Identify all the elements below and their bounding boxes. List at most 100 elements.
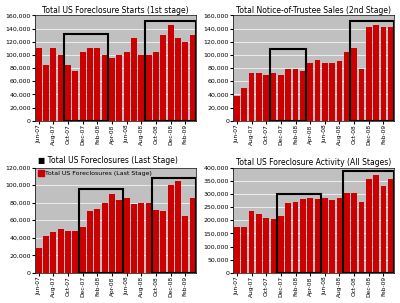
Bar xyxy=(72,71,78,121)
Bar xyxy=(277,194,321,273)
Bar xyxy=(94,209,100,273)
Text: ■ Total US Foreclosures (Last Stage): ■ Total US Foreclosures (Last Stage) xyxy=(38,156,178,165)
Bar xyxy=(249,73,254,121)
Bar xyxy=(80,52,86,121)
Bar xyxy=(380,186,386,273)
Bar xyxy=(175,38,181,121)
Bar xyxy=(263,218,269,273)
Bar xyxy=(241,227,247,273)
Bar xyxy=(366,179,372,273)
Legend: Total US Foreclosures (Last Stage): Total US Foreclosures (Last Stage) xyxy=(38,171,152,176)
Bar xyxy=(36,248,42,273)
Bar xyxy=(307,198,313,273)
Bar xyxy=(50,48,56,121)
Bar xyxy=(43,65,49,121)
Bar xyxy=(65,231,71,273)
Bar xyxy=(256,73,262,121)
Bar xyxy=(351,48,357,121)
Bar xyxy=(175,181,181,273)
Bar xyxy=(278,75,284,121)
Bar xyxy=(131,205,137,273)
Bar xyxy=(190,35,196,121)
Bar xyxy=(58,55,64,121)
Bar xyxy=(373,25,379,121)
Bar xyxy=(380,27,386,121)
Bar xyxy=(351,192,357,273)
Bar xyxy=(329,200,335,273)
Bar xyxy=(344,192,350,273)
Bar xyxy=(314,60,320,121)
Title: Total Notice-of-Trustee Sales (2nd Stage): Total Notice-of-Trustee Sales (2nd Stage… xyxy=(236,5,391,15)
Bar xyxy=(292,69,298,121)
Bar xyxy=(300,199,306,273)
Bar xyxy=(285,203,291,273)
Bar xyxy=(153,52,159,121)
Bar xyxy=(146,203,152,273)
Bar xyxy=(300,71,306,121)
Bar xyxy=(145,21,196,121)
Bar xyxy=(72,231,78,273)
Title: Total US Foreclosure Starts (1st stage): Total US Foreclosure Starts (1st stage) xyxy=(42,5,189,15)
Bar xyxy=(109,194,115,273)
Bar xyxy=(124,52,130,121)
Bar xyxy=(270,49,306,121)
Bar xyxy=(358,69,364,121)
Bar xyxy=(234,227,240,273)
Bar xyxy=(87,48,93,121)
Bar xyxy=(102,203,108,273)
Bar xyxy=(358,202,364,273)
Bar xyxy=(116,55,122,121)
Bar xyxy=(234,96,240,121)
Bar xyxy=(307,63,313,121)
Bar xyxy=(249,211,254,273)
Bar xyxy=(168,185,174,273)
Bar xyxy=(344,52,350,121)
Bar xyxy=(263,75,269,121)
Bar xyxy=(58,229,64,273)
Bar xyxy=(124,198,130,273)
Bar xyxy=(350,21,394,121)
Bar xyxy=(285,69,291,121)
Bar xyxy=(182,216,188,273)
Bar xyxy=(314,199,320,273)
Bar xyxy=(322,198,328,273)
Bar xyxy=(146,55,152,121)
Bar xyxy=(373,175,379,273)
Bar xyxy=(278,216,284,273)
Bar xyxy=(50,231,56,273)
Bar xyxy=(80,227,86,273)
Bar xyxy=(152,178,196,273)
Bar xyxy=(131,38,137,121)
Bar xyxy=(366,27,372,121)
Bar xyxy=(160,211,166,273)
Bar xyxy=(94,48,100,121)
Bar xyxy=(36,48,42,121)
Bar xyxy=(79,188,123,273)
Bar xyxy=(116,200,122,273)
Bar xyxy=(292,202,298,273)
Bar xyxy=(329,63,335,121)
Bar xyxy=(160,35,166,121)
Bar xyxy=(270,219,276,273)
Bar xyxy=(336,198,342,273)
Bar xyxy=(182,42,188,121)
Bar xyxy=(388,27,394,121)
Bar xyxy=(138,55,144,121)
Bar xyxy=(336,62,342,121)
Bar xyxy=(109,58,115,121)
Bar xyxy=(270,73,276,121)
Bar xyxy=(322,63,328,121)
Bar xyxy=(388,179,394,273)
Bar xyxy=(138,203,144,273)
Bar xyxy=(190,198,196,273)
Bar xyxy=(256,214,262,273)
Title: Total US Foreclosure Activity (All Stages): Total US Foreclosure Activity (All Stage… xyxy=(236,158,392,167)
Bar xyxy=(102,55,108,121)
Bar xyxy=(153,210,159,273)
Bar xyxy=(65,65,71,121)
Bar xyxy=(343,171,394,273)
Bar xyxy=(241,88,247,121)
Bar xyxy=(87,211,93,273)
Bar xyxy=(64,34,108,121)
Bar xyxy=(43,236,49,273)
